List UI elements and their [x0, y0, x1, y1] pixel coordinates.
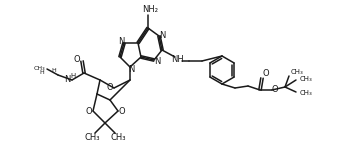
Text: N: N	[64, 75, 70, 84]
Text: NH₂: NH₂	[142, 5, 158, 14]
Text: CH₃: CH₃	[300, 90, 313, 96]
Text: H: H	[71, 73, 76, 79]
Text: CH₃: CH₃	[84, 133, 100, 143]
Text: N: N	[154, 57, 160, 67]
Text: CH₃: CH₃	[110, 133, 126, 143]
Text: N: N	[128, 65, 134, 75]
Text: O: O	[107, 82, 113, 92]
Text: CH₃: CH₃	[300, 76, 313, 82]
Text: N: N	[118, 38, 124, 46]
Text: O: O	[86, 108, 92, 116]
Text: N: N	[159, 30, 165, 40]
Text: O: O	[74, 54, 80, 63]
Text: H: H	[40, 70, 44, 76]
Text: O: O	[119, 108, 125, 116]
Text: CH₃: CH₃	[33, 67, 45, 71]
Text: CH₃: CH₃	[291, 69, 303, 75]
Text: O: O	[263, 70, 269, 78]
Text: O: O	[272, 86, 278, 95]
Text: NH: NH	[171, 56, 184, 65]
Text: H: H	[52, 68, 56, 73]
